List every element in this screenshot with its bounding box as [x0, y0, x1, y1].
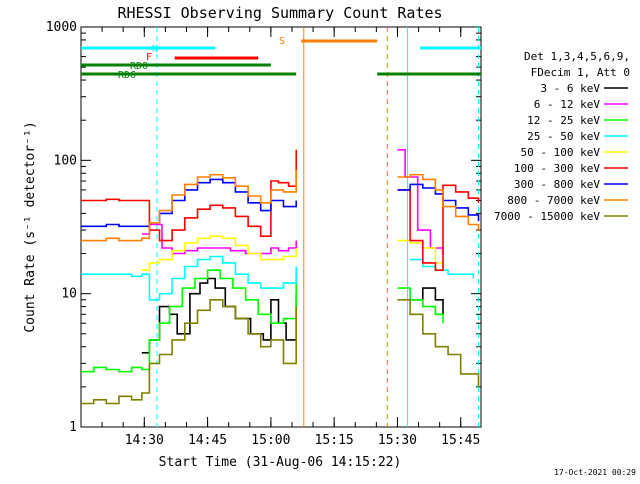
series-line — [81, 269, 297, 373]
y-tick-label: 100 — [54, 153, 77, 168]
flag-label: S — [279, 36, 285, 47]
legend-entry-label: 3 - 6 keV — [540, 82, 600, 95]
series-line — [397, 299, 480, 387]
series-line — [397, 149, 444, 254]
x-tick-label: 14:45 — [188, 433, 227, 448]
legend-entry-label: 25 - 50 keV — [527, 130, 600, 143]
flag-label: N — [152, 44, 158, 55]
series-line — [410, 287, 444, 315]
series-line — [141, 235, 297, 271]
legend-entry-label: 300 - 800 keV — [514, 178, 600, 191]
y-tick-label: 1000 — [46, 20, 77, 35]
x-tick-label: 15:15 — [315, 433, 354, 448]
series-line — [141, 277, 297, 354]
series-line — [397, 184, 480, 271]
legend-entry-label: 100 - 300 keV — [514, 162, 600, 175]
footer-timestamp: 17-Oct-2021 00:29 — [554, 468, 636, 477]
x-axis-label: Start Time (31-Aug-06 14:15:22) — [159, 455, 402, 470]
legend-entry-label: 12 - 25 keV — [527, 114, 600, 127]
series-line — [81, 178, 297, 228]
legend-entry-label: 800 - 7000 keV — [507, 194, 600, 207]
y-axis-label: Count Rate (s⁻¹ detector⁻¹) — [23, 121, 38, 332]
legend-header-line: Det 1,3,4,5,6,9, — [524, 50, 630, 63]
series-line — [81, 169, 297, 242]
flag-label: RD6 — [118, 70, 136, 81]
series-line — [81, 255, 297, 301]
x-tick-label: 15:45 — [441, 433, 480, 448]
legend-entry-label: 6 - 12 keV — [534, 98, 601, 111]
legend-entry-label: 7000 - 15000 keV — [494, 210, 600, 223]
x-tick-label: 15:30 — [378, 433, 417, 448]
flag-label: RD0 — [130, 61, 148, 72]
series-line — [397, 287, 444, 324]
plot-area: 1 10 100 1000 14:30 14:45 15:00 15:15 15:30 15:45… — [46, 20, 482, 448]
x-tick-label: 14:30 — [125, 433, 164, 448]
y-tick-label: 10 — [61, 287, 77, 302]
chart-title: RHESSI Observing Summary Count Rates — [117, 4, 442, 22]
legend: Det 1,3,4,5,6,9, FDecim 1, Att 0 3 - 6 k… — [494, 50, 630, 223]
series-line — [397, 173, 480, 231]
series-line — [81, 149, 297, 242]
series-line — [81, 299, 297, 405]
x-tick-label: 15:00 — [251, 433, 290, 448]
legend-entry-label: 50 - 100 keV — [521, 146, 601, 159]
flag-label: F — [146, 52, 152, 63]
y-tick-label: 1 — [69, 420, 77, 435]
legend-header-line: FDecim 1, Att 0 — [531, 66, 630, 79]
series-line — [141, 223, 297, 255]
